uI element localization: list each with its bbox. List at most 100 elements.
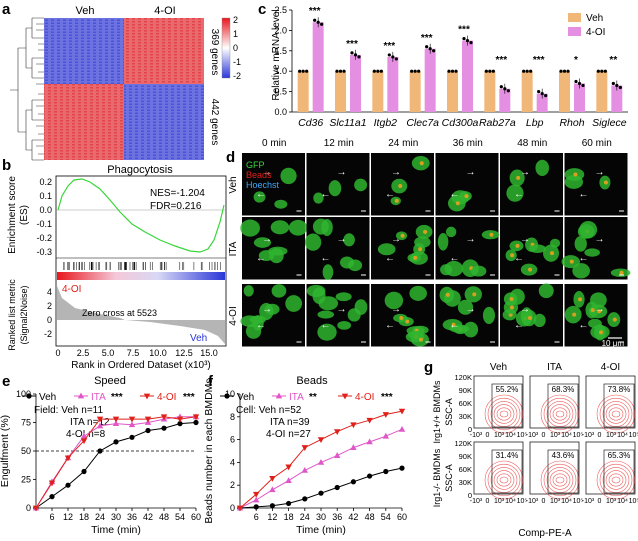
point-veh <box>97 448 103 454</box>
point-veh <box>65 482 71 488</box>
bead <box>400 233 405 238</box>
c-bar <box>335 71 346 112</box>
cell-blob <box>529 244 546 254</box>
point-veh <box>302 496 308 502</box>
c-dot <box>484 69 488 73</box>
cell-blob <box>533 313 546 328</box>
cell-blob <box>243 285 254 297</box>
c-bar <box>462 40 473 112</box>
cell-blob <box>240 315 260 328</box>
c-ytick-label: 2.0 <box>274 25 287 35</box>
density-contour <box>499 410 509 418</box>
es-ytick: 0.0 <box>39 205 52 215</box>
bead <box>510 253 515 258</box>
bead <box>455 201 460 206</box>
ytick-label: 6 <box>230 435 235 445</box>
point-ita <box>350 444 357 450</box>
fdr-value: FDR=0.216 <box>150 201 202 212</box>
cell-blob <box>574 235 587 252</box>
cell-blob <box>535 159 550 177</box>
c-dot <box>503 87 507 91</box>
arrow-icon: ← <box>385 320 395 331</box>
legend-label-4oi: 4-OI <box>586 27 605 38</box>
c-dot <box>462 37 466 41</box>
c-ytick-label: 0.5 <box>274 87 287 97</box>
panel-letter-c: c <box>258 1 266 18</box>
bead <box>516 175 521 180</box>
es-ytick: -0.1 <box>36 219 52 229</box>
ytick-label: 100 <box>16 389 31 399</box>
point-4oi <box>160 414 168 421</box>
legend-swatch-veh <box>568 13 581 22</box>
row-label: ITA <box>228 241 239 256</box>
channel-gfp: GFP <box>246 160 265 170</box>
flow-ytick: 0 <box>468 491 472 500</box>
point-veh <box>193 419 199 426</box>
legend-label: 4-OI <box>355 392 374 403</box>
gene-hit-lines <box>63 262 221 270</box>
g-row-label-2: Irg1-/- BMDMs <box>432 448 442 507</box>
point-veh <box>253 504 259 510</box>
density-contour <box>493 404 515 424</box>
time-label: 12 min <box>324 138 354 149</box>
cell-blob <box>437 233 449 251</box>
c-ytick-label: 1.0 <box>274 66 287 76</box>
es-ylabel-2: (ES) <box>19 205 30 225</box>
time-label: 24 min <box>388 138 418 149</box>
point-4oi <box>366 417 373 424</box>
arrow-icon: ← <box>450 320 460 331</box>
flow-xtick: 10⁴ <box>617 498 628 505</box>
arrow-icon: → <box>466 234 476 245</box>
c-bar <box>387 56 399 112</box>
point-4oi <box>301 445 308 451</box>
legend-label-veh: Veh <box>586 13 603 24</box>
cell-blob <box>288 219 308 236</box>
c-category-label: Itgb2 <box>374 117 398 129</box>
f-note-3: 4-OI n=27 <box>266 429 311 440</box>
scalebar-label: 10 μm <box>602 339 625 348</box>
xtick-label: 30 <box>316 512 326 522</box>
point-veh <box>145 427 151 434</box>
xtick-label: 54 <box>175 512 185 522</box>
point-4oi <box>192 414 200 421</box>
cell-blob <box>312 218 329 235</box>
c-bar <box>350 54 361 112</box>
flow-xtick: 10³ <box>550 498 561 505</box>
point-veh <box>49 494 55 500</box>
point-4oi <box>64 455 72 462</box>
arrow-icon: ← <box>450 253 460 264</box>
xtick-label: 30 <box>111 512 121 522</box>
flow-gate <box>491 449 523 494</box>
c-dot <box>410 69 414 73</box>
panel-a: a Veh 4-OI 369 genes 442 genes 2 1 0 -1 … <box>2 1 241 161</box>
flow-ytick: 0 <box>468 425 472 434</box>
c-bar <box>521 71 533 112</box>
c-significance: ** <box>609 55 617 66</box>
c-dot <box>316 20 320 24</box>
point-4oi <box>32 505 40 512</box>
density-contour <box>596 394 636 434</box>
flow-xtick: 0 <box>486 432 490 439</box>
cell-blob <box>270 220 290 235</box>
flow-ytick: 60K <box>459 465 472 474</box>
c-dot <box>447 69 451 73</box>
cell-blob <box>584 248 600 257</box>
flow-xtick: 10⁵ <box>573 432 584 439</box>
point-4oi <box>128 416 136 423</box>
point-ita <box>301 466 308 473</box>
c-category-label: Rab27a <box>479 117 516 129</box>
density-contour <box>602 467 630 493</box>
rank-xtick: 0 <box>55 348 60 358</box>
point-ita <box>334 452 341 458</box>
point-4oi <box>350 422 357 429</box>
xtick-label: 24 <box>300 512 310 522</box>
g-ssc-2: SSC-A <box>444 464 454 492</box>
arrow-icon: → <box>466 167 476 178</box>
cell-blob <box>317 310 335 319</box>
c-dot <box>342 69 346 73</box>
arrow-icon: → <box>520 304 530 315</box>
c-category-label: Clec7a <box>406 117 439 129</box>
flow-gate <box>547 383 579 428</box>
bead <box>472 292 477 297</box>
gate-percent: 31.4% <box>496 451 519 460</box>
